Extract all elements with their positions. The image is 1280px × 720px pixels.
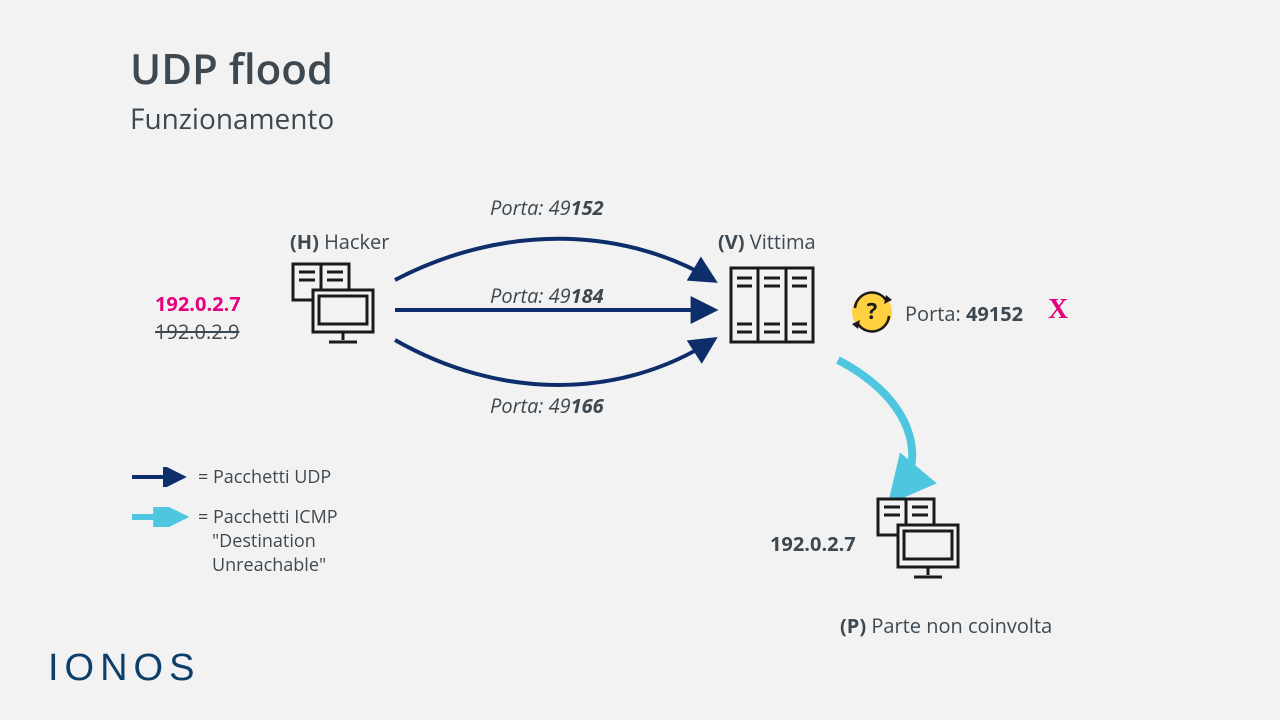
udp-arrow-3 (395, 340, 713, 385)
port-label-3: Porta: 49166 (490, 392, 604, 419)
hacker-name: Hacker (324, 228, 389, 255)
udp-arrow-1 (395, 239, 713, 280)
third-party-ip: 192.0.2.7 (770, 530, 856, 557)
port-check-prefix: Porta: (905, 300, 966, 327)
icmp-arrow (838, 360, 912, 490)
legend-icmp-line1: = Pacchetti ICMP (198, 505, 338, 529)
port-check-icon: ? (846, 286, 898, 343)
victim-icon (725, 262, 820, 357)
x-mark-icon: X (1048, 294, 1068, 326)
third-party-icon (870, 495, 970, 590)
legend-udp: = Pacchetti UDP (130, 465, 331, 489)
legend-icmp-line2: "Destination (212, 529, 338, 553)
svg-text:?: ? (867, 296, 878, 326)
port-check-label: Porta: 49152 (905, 300, 1023, 327)
hacker-real-ip: 192.0.2.9 (155, 318, 239, 345)
legend-udp-text: = Pacchetti UDP (198, 465, 331, 489)
port-check-value: 49152 (966, 300, 1023, 327)
page-subtitle: Funzionamento (130, 100, 334, 138)
victim-name: Vittima (750, 228, 816, 255)
hacker-icon (285, 260, 385, 355)
third-party-name: Parte non coinvolta (871, 612, 1052, 639)
hacker-tag: (H) (290, 228, 319, 255)
page-title: UDP flood (130, 40, 333, 97)
hacker-spoofed-ip: 192.0.2.7 (155, 290, 241, 317)
victim-label: (V) Vittima (718, 228, 816, 255)
ionos-logo: IONOS (48, 647, 200, 690)
port-label-2: Porta: 49184 (490, 282, 604, 309)
legend-icmp-line3: Unreachable" (212, 553, 338, 577)
third-party-label: (P) Parte non coinvolta (840, 612, 1052, 639)
victim-tag: (V) (718, 228, 745, 255)
legend-icmp: = Pacchetti ICMP "Destination Unreachabl… (130, 505, 338, 577)
third-party-tag: (P) (840, 612, 866, 639)
hacker-label: (H) Hacker (290, 228, 389, 255)
port-label-1: Porta: 49152 (490, 194, 604, 221)
